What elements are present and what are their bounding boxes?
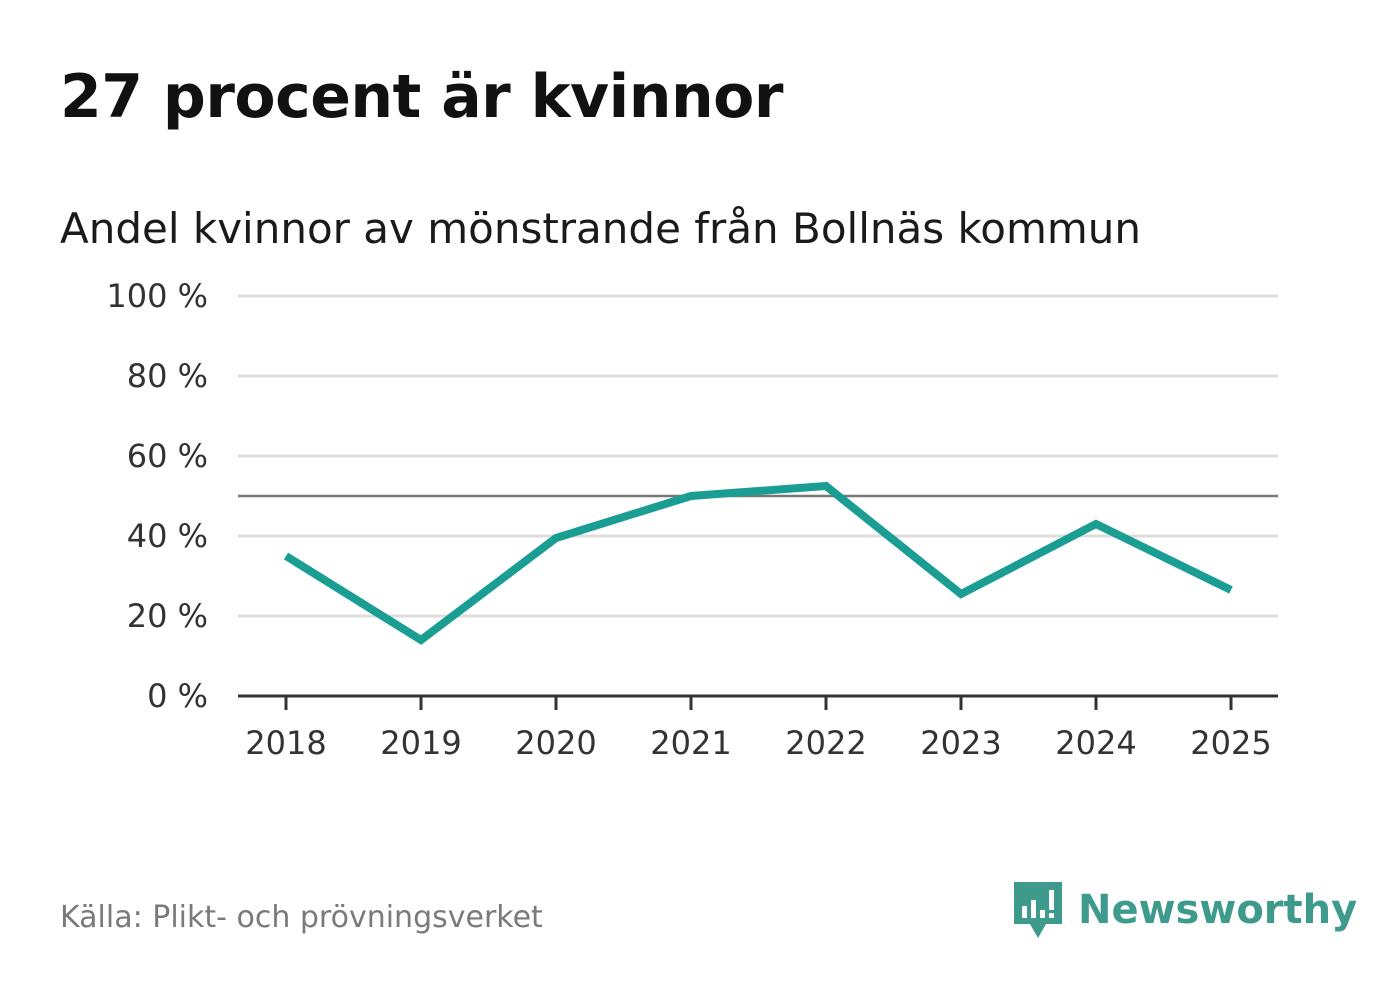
y-tick-label: 20 % — [127, 597, 208, 635]
x-tick-label: 2025 — [1190, 724, 1271, 762]
x-tick-label: 2020 — [515, 724, 596, 762]
newsworthy-logo-icon — [1014, 882, 1062, 938]
chart-subtitle: Andel kvinnor av mönstrande från Bollnäs… — [60, 204, 1142, 253]
series-line-0 — [283, 481, 1233, 645]
y-tick-label: 40 % — [127, 517, 208, 555]
x-tick-label: 2023 — [920, 724, 1001, 762]
y-tick-label: 80 % — [127, 357, 208, 395]
y-tick-label: 0 % — [147, 677, 208, 715]
chart-title: 27 procent är kvinnor — [60, 62, 783, 132]
x-tick-label: 2018 — [245, 724, 326, 762]
brand-name: Newsworthy — [1078, 887, 1358, 933]
x-tick-label: 2024 — [1055, 724, 1136, 762]
brand-logo: Newsworthy — [1012, 880, 1357, 940]
y-tick-label: 100 % — [106, 277, 208, 315]
x-tick-label: 2021 — [650, 724, 731, 762]
y-tick-label: 60 % — [127, 437, 208, 475]
source-note: Källa: Plikt- och prövningsverket — [60, 900, 543, 935]
x-tick-label: 2022 — [785, 724, 866, 762]
x-tick-label: 2019 — [380, 724, 461, 762]
